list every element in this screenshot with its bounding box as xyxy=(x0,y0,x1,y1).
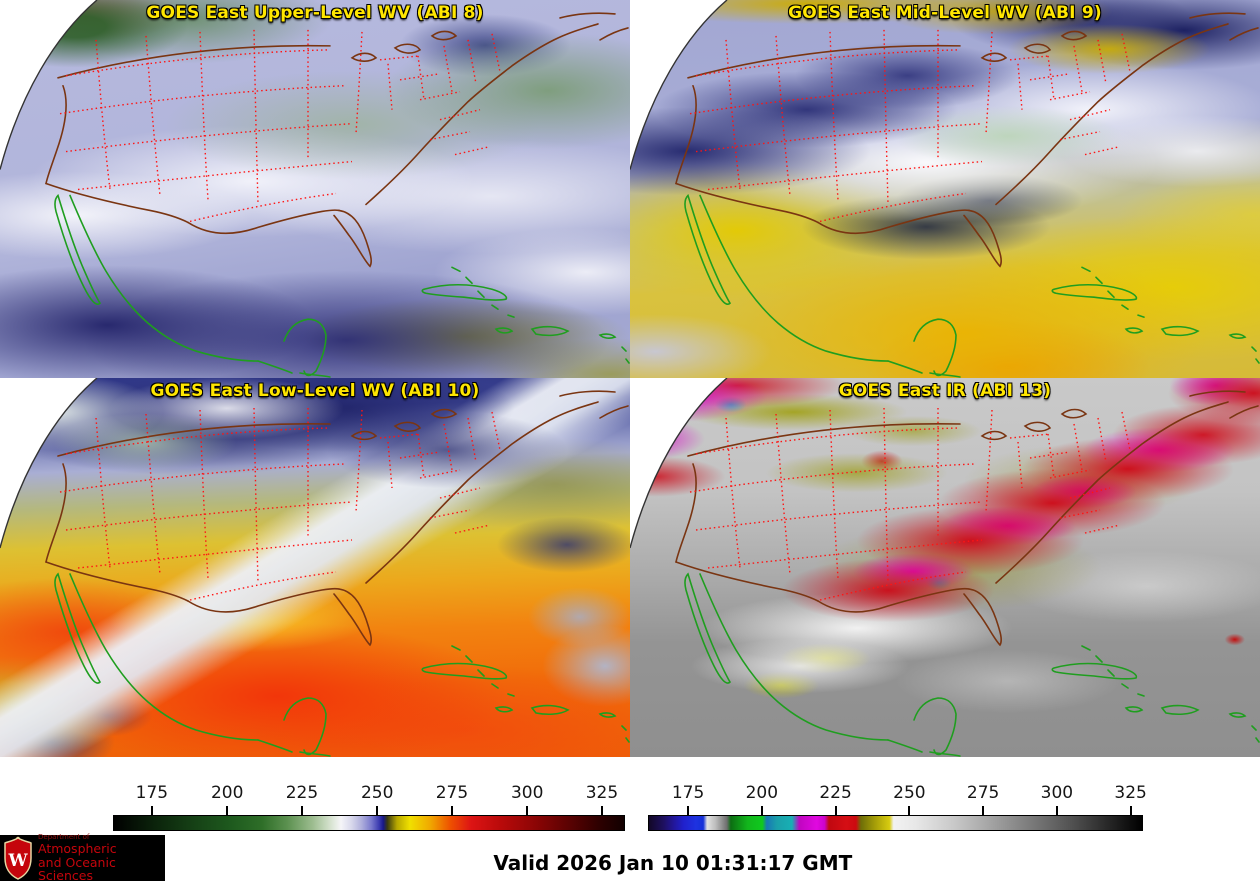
footer: 175 200 225 250 275 300 325 175 200 225 … xyxy=(0,757,1260,881)
tick-label: 325 xyxy=(1114,783,1147,803)
colorbar-ir-labels: 175 200 225 250 275 300 325 xyxy=(648,783,1147,805)
panel-ir: GOES East IR (ABI 13) xyxy=(630,378,1260,757)
tick-label: 175 xyxy=(135,783,169,803)
tick-label: 300 xyxy=(510,783,544,803)
tick-label: 325 xyxy=(585,783,619,803)
map-overlay xyxy=(630,0,1260,378)
panel-low-level-wv: GOES East Low-Level WV (ABI 10) xyxy=(0,378,630,757)
colorbar-wv: 175 200 225 250 275 300 325 xyxy=(113,783,625,831)
colorbar-ir-tickmarks xyxy=(648,805,1143,815)
logo-dept-line: Department of xyxy=(38,833,90,842)
aos-logo: W Department of Atmospheric and Oceanic … xyxy=(0,833,165,881)
tick-label: 275 xyxy=(966,783,1000,803)
colorbar-ir-bar xyxy=(648,815,1143,831)
colorbar-wv-tickmarks xyxy=(113,805,625,815)
panel-title: GOES East IR (ABI 13) xyxy=(838,381,1052,401)
uw-crest-icon: W xyxy=(4,836,32,880)
panel-title: GOES East Mid-Level WV (ABI 9) xyxy=(788,3,1102,23)
logo-name-line1: Atmospheric xyxy=(38,841,117,857)
panel-grid: GOES East Upper-Level WV (ABI 8) GOES Ea… xyxy=(0,0,1260,757)
tick-label: 300 xyxy=(1040,783,1074,803)
colorbar-wv-labels: 175 200 225 250 275 300 325 xyxy=(113,783,625,805)
panel-title: GOES East Upper-Level WV (ABI 8) xyxy=(146,3,484,23)
tick-label: 225 xyxy=(285,783,319,803)
colorbar-ir: 175 200 225 250 275 300 325 xyxy=(648,783,1147,831)
colorbar-wv-bar xyxy=(113,815,625,831)
tick-label: 225 xyxy=(819,783,852,803)
tick-label: 200 xyxy=(745,783,779,803)
tick-label: 175 xyxy=(671,783,705,803)
map-overlay xyxy=(0,378,630,757)
panel-upper-level-wv: GOES East Upper-Level WV (ABI 8) xyxy=(0,0,630,378)
uw-monogram: W xyxy=(7,851,28,871)
valid-timestamp: Valid 2026 Jan 10 01:31:17 GMT xyxy=(493,851,853,875)
tick-label: 275 xyxy=(435,783,469,803)
logo-text: Department of Atmospheric and Oceanic Sc… xyxy=(38,833,165,881)
tick-label: 250 xyxy=(360,783,394,803)
logo-name-line2: and Oceanic Sciences xyxy=(38,854,116,881)
panel-mid-level-wv: GOES East Mid-Level WV (ABI 9) xyxy=(630,0,1260,378)
map-overlay xyxy=(0,0,630,378)
panel-title: GOES East Low-Level WV (ABI 10) xyxy=(150,381,480,401)
map-overlay xyxy=(630,378,1260,757)
tick-label: 200 xyxy=(210,783,244,803)
tick-label: 250 xyxy=(893,783,926,803)
